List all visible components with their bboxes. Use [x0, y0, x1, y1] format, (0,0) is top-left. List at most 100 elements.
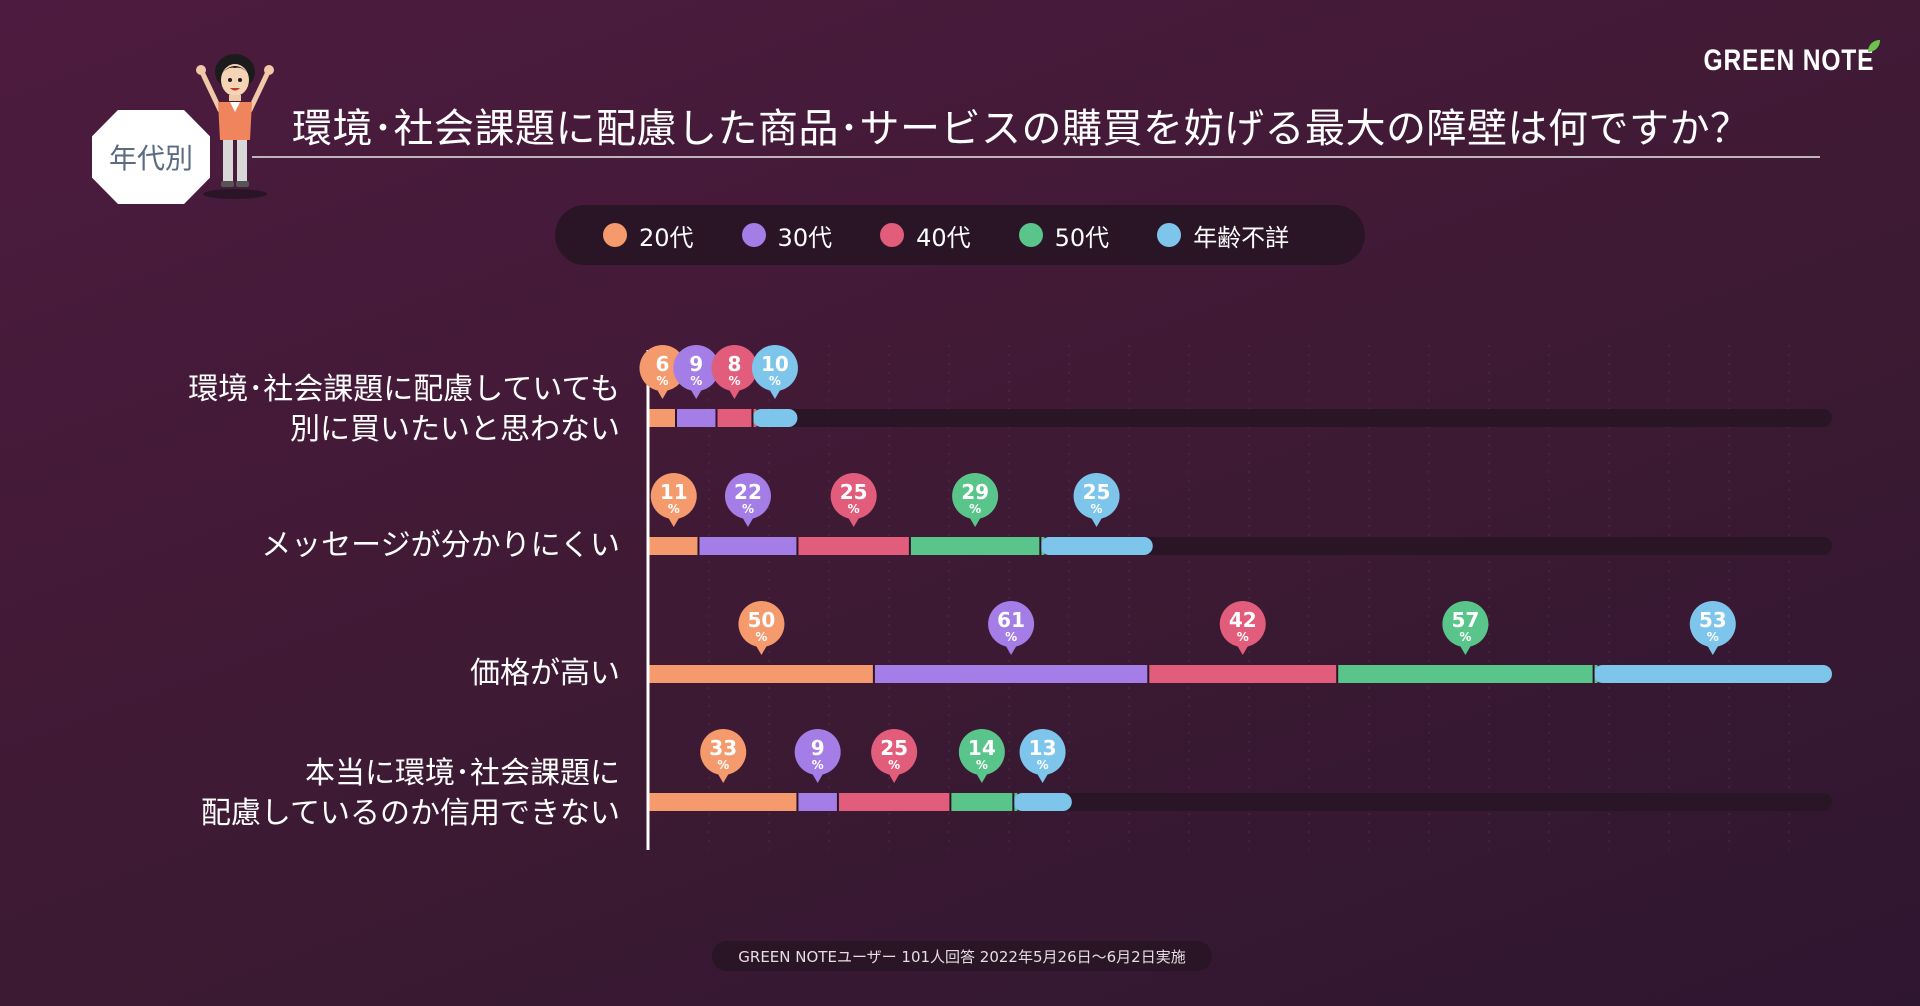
bar-segment-30s [873, 665, 1153, 683]
badge-pointer [1004, 643, 1019, 655]
data-label-unit: % [728, 374, 740, 388]
value-badge-30s: 9% [794, 729, 841, 783]
data-label-unit: % [717, 758, 729, 772]
badge-bubble [830, 473, 877, 519]
value-badge-unknown-age: 53% [1689, 601, 1736, 655]
value-badge-50s: 29% [952, 473, 999, 527]
bar-segment-unknown-age [752, 409, 798, 427]
category-label-line: 本当に環境･社会課題に [305, 756, 620, 791]
bar-segment-30s [797, 793, 842, 811]
badge-pointer [1458, 643, 1473, 655]
chart-legend: 20代 30代 40代 50代 年齢不詳 [555, 205, 1365, 265]
legend-item-30s: 30代 [741, 218, 833, 253]
data-label-unit: % [1459, 630, 1471, 644]
value-badge-40s: 42% [1219, 601, 1266, 655]
brand-logo: GREEN NOTE [1703, 44, 1874, 77]
leaf-icon [1868, 40, 1880, 52]
badge-pointer [716, 771, 731, 783]
data-label-unit: % [769, 374, 781, 388]
badge-pointer [968, 515, 983, 527]
category-label-3: 価格が高い [470, 654, 620, 694]
badge-pointer [666, 515, 681, 527]
data-label-value: 6 [656, 352, 670, 376]
data-label-value: 13 [1029, 736, 1057, 760]
data-label-value: 25 [880, 736, 908, 760]
data-label-value: 53 [1699, 608, 1727, 632]
bar-segment-20s [649, 665, 878, 683]
value-badge-unknown-age: 13% [1019, 729, 1066, 783]
badge-bubble [724, 473, 771, 519]
data-label-unit: % [1037, 758, 1049, 772]
badge-pointer [974, 771, 989, 783]
data-label-value: 22 [734, 480, 762, 504]
age-group-tag-label: 年代別 [108, 142, 193, 175]
badge-bubble [1219, 601, 1266, 647]
data-label-unit: % [742, 502, 754, 516]
legend-dot-30s [741, 223, 766, 247]
badge-bubble [958, 729, 1005, 775]
data-label-unit: % [812, 758, 824, 772]
badge-bubble [1073, 473, 1120, 519]
data-label-unit: % [668, 502, 680, 516]
data-label-unit: % [1237, 630, 1249, 644]
legend-label-20s: 20代 [639, 223, 694, 252]
badge-bubble [751, 345, 798, 391]
value-badge-50s: 57% [1442, 601, 1489, 655]
bar-segment-40s [797, 537, 914, 555]
bar-segment-50s [909, 537, 1045, 555]
badge-pointer [1035, 771, 1050, 783]
value-badge-20s: 50% [738, 601, 785, 655]
bar-segment-50s [1337, 665, 1598, 683]
bar-segment-unknown-age [1013, 793, 1072, 811]
legend-item-unknown-age: 年齢不詳 [1157, 218, 1289, 253]
bar-segment-20s [649, 793, 802, 811]
badge-bubble [1442, 601, 1489, 647]
legend-item-20s: 20代 [603, 218, 694, 253]
badge-pointer [1089, 515, 1104, 527]
category-label-line: 環境･社会課題に配慮していても [188, 372, 620, 407]
badge-bubble [673, 345, 720, 391]
value-badge-30s: 9% [673, 345, 720, 399]
badge-pointer [767, 387, 782, 399]
badge-bubble [871, 729, 918, 775]
legend-label-30s: 30代 [777, 223, 833, 252]
data-label-value: 14 [968, 736, 996, 760]
badge-pointer [754, 643, 769, 655]
category-label-4: 本当に環境･社会課題に 配慮しているのか信用できない [201, 754, 620, 834]
legend-label-50s: 50代 [1054, 223, 1110, 252]
value-badge-40s: 8% [711, 345, 758, 399]
category-label-1: 環境･社会課題に配慮していても 別に買いたいと思わない [188, 370, 620, 450]
data-label-value: 10 [761, 352, 789, 376]
badge-bubble [650, 473, 697, 519]
bar-segment-30s [698, 537, 802, 555]
bar-segment-50s [950, 793, 1018, 811]
data-label-value: 25 [1083, 480, 1111, 504]
badge-pointer [846, 515, 861, 527]
data-label-value: 61 [997, 608, 1025, 632]
badge-bubble [1019, 729, 1066, 775]
badge-bubble [639, 345, 686, 391]
data-label-unit: % [656, 374, 668, 388]
value-badge-unknown-age: 10% [751, 345, 798, 399]
legend-dot-40s [880, 223, 905, 247]
survey-footnote: GREEN NOTEユーザー 101人回答 2022年5月26日〜6月2日実施 [712, 941, 1212, 971]
badge-pointer [689, 387, 704, 399]
data-label-unit: % [1005, 630, 1017, 644]
data-label-value: 9 [811, 736, 825, 760]
bar-segment-20s [649, 537, 703, 555]
bar-segment-20s [649, 409, 680, 427]
badge-pointer [655, 387, 670, 399]
value-badge-20s: 6% [639, 345, 686, 399]
legend-label-unknown-age: 年齢不詳 [1193, 223, 1290, 252]
badge-bubble [794, 729, 841, 775]
data-label-unit: % [1707, 630, 1719, 644]
data-label-unit: % [755, 630, 767, 644]
legend-label-40s: 40代 [916, 223, 971, 252]
legend-dot-unknown-age [1157, 223, 1182, 247]
data-label-value: 8 [728, 352, 742, 376]
data-label-value: 42 [1229, 608, 1257, 632]
data-label-value: 9 [689, 352, 703, 376]
badge-bubble [738, 601, 785, 647]
badge-pointer [1235, 643, 1250, 655]
